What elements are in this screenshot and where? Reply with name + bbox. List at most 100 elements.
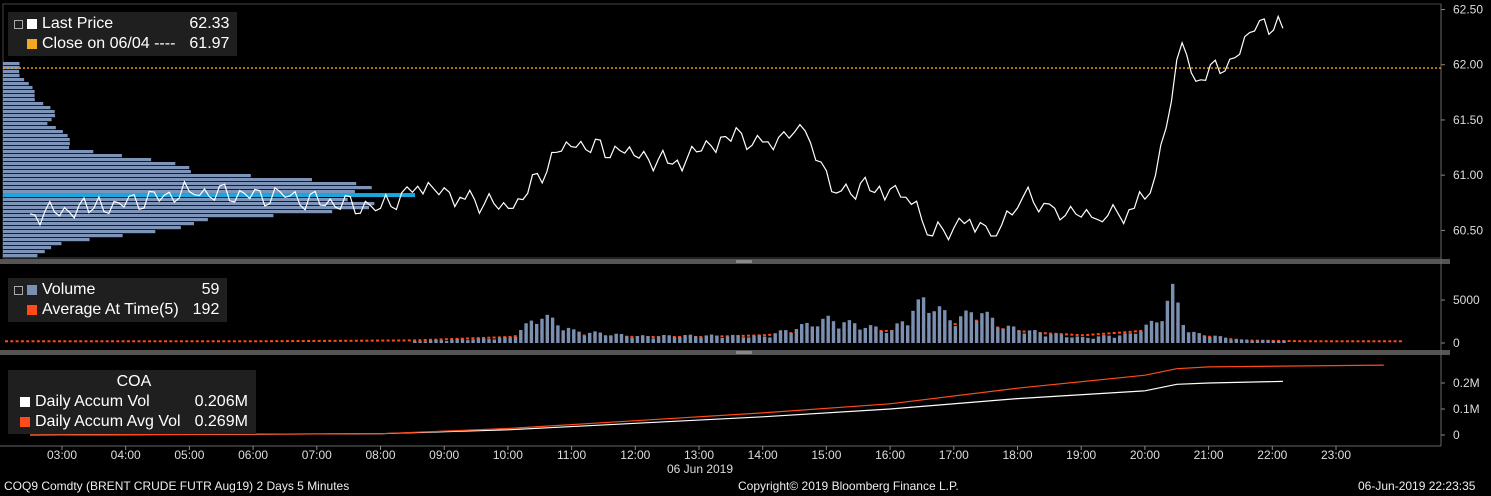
volume-bar	[1049, 334, 1053, 343]
average-at-time-mark	[1096, 333, 1100, 336]
volume-bar	[900, 321, 905, 343]
average-at-time-mark	[1298, 340, 1302, 343]
average-at-time-mark	[227, 340, 231, 343]
footer-timestamp: 06-Jun-2019 22:23:35	[1358, 479, 1476, 493]
volume-bar	[895, 323, 899, 343]
average-at-time-mark	[58, 340, 61, 343]
volume-bar	[736, 335, 740, 343]
time-axis-label: 12:00	[620, 448, 650, 462]
average-at-time-mark	[1080, 334, 1084, 337]
volume-bar	[635, 336, 640, 343]
volume-bar	[423, 341, 428, 343]
volume-bar	[948, 320, 952, 343]
volume-bar	[667, 335, 671, 343]
volume-bar	[519, 330, 523, 343]
volume-bar	[1245, 339, 1249, 343]
average-at-time-mark	[301, 340, 305, 343]
accum-avg-line	[30, 364, 1384, 436]
volume-bar	[1012, 326, 1016, 343]
volume-profile-bar	[3, 82, 29, 86]
average-at-time-mark	[79, 340, 83, 343]
close-swatch-icon	[27, 39, 37, 49]
volume-bar	[1144, 324, 1148, 343]
average-at-time-mark	[158, 340, 162, 343]
volume-bar	[577, 331, 581, 343]
average-at-time-mark	[1340, 340, 1344, 343]
average-at-time-mark	[513, 335, 517, 338]
average-at-time-mark	[725, 335, 729, 338]
volume-bar	[996, 327, 1000, 343]
volume-bar	[466, 340, 470, 343]
volume-bar	[911, 310, 915, 343]
average-at-time-mark	[111, 340, 114, 343]
volume-profile-bar	[3, 198, 348, 202]
volume-bar	[1075, 336, 1079, 343]
average-at-time-mark	[1022, 330, 1026, 333]
volume-bar	[1139, 331, 1143, 343]
volume-bar	[1027, 330, 1032, 343]
volume-bar	[1123, 333, 1127, 343]
average-at-time-mark	[206, 340, 210, 343]
volume-profile-bar	[3, 126, 56, 130]
collapse-icon[interactable]	[14, 19, 23, 29]
volume-profile-bar	[3, 74, 20, 78]
volume-bar	[906, 325, 910, 343]
volume-bar	[1065, 337, 1069, 343]
average-at-time-mark	[386, 339, 390, 342]
volume-bar	[720, 337, 724, 343]
volume-bar	[810, 326, 814, 343]
average-at-time-mark	[1049, 332, 1053, 335]
average-at-time-mark	[1271, 339, 1275, 342]
collapse-icon[interactable]	[14, 285, 23, 295]
volume-bar	[1197, 333, 1201, 343]
average-at-time-mark	[678, 335, 682, 338]
accum-vol-line	[30, 380, 1283, 436]
volume-axis-label: 5000	[1453, 293, 1480, 307]
average-at-time-mark	[1330, 340, 1333, 343]
average-at-time-mark	[423, 339, 427, 342]
average-at-time-mark	[370, 339, 374, 342]
volume-bar	[1006, 325, 1011, 343]
volume-profile-bar	[3, 230, 156, 234]
volume-profile-bar	[3, 242, 62, 246]
volume-bar	[651, 338, 655, 343]
average-at-time-mark	[232, 340, 236, 343]
volume-bar	[1250, 340, 1254, 343]
average-at-time-mark	[73, 340, 77, 343]
average-at-time-mark	[26, 340, 30, 343]
average-at-time-mark	[338, 339, 342, 342]
volume-profile-bar	[3, 102, 44, 106]
footer-copyright: Copyright© 2019 Bloomberg Finance L.P.	[738, 479, 959, 493]
time-axis-label: 21:00	[1194, 448, 1224, 462]
average-at-time-mark	[762, 334, 766, 337]
time-axis-label: 14:00	[748, 448, 778, 462]
volume-bar	[1086, 337, 1090, 343]
average-at-time-mark	[1059, 333, 1063, 336]
average-at-time-mark	[349, 339, 353, 342]
accum-avg-swatch-icon	[20, 417, 30, 427]
average-at-time-mark	[15, 340, 19, 343]
volume-bar	[959, 316, 963, 343]
average-at-time-mark	[434, 338, 438, 341]
average-at-time-mark	[185, 340, 189, 343]
volume-swatch-icon	[27, 285, 37, 295]
legend-volume: Volume 59	[14, 280, 219, 300]
volume-profile-bar	[3, 222, 194, 226]
volume-profile-bar	[3, 146, 70, 150]
average-at-time-mark	[63, 340, 67, 343]
average-at-time-mark	[217, 340, 220, 343]
time-axis-label: 10:00	[493, 448, 523, 462]
average-at-time-mark	[317, 339, 321, 342]
volume-bar	[593, 331, 597, 343]
average-at-time-mark	[190, 340, 194, 343]
average-at-time-mark	[1043, 332, 1047, 335]
average-at-time-mark	[148, 340, 152, 343]
average-at-time-mark	[974, 319, 978, 322]
volume-profile-bar	[3, 214, 274, 218]
price-axis-label: 61.50	[1453, 113, 1483, 127]
volume-profile-bar	[3, 98, 35, 102]
average-at-time-mark	[1102, 332, 1106, 335]
average-at-time-mark	[752, 334, 756, 337]
average-at-time-mark	[429, 338, 432, 341]
average-at-time-mark	[1361, 340, 1365, 343]
